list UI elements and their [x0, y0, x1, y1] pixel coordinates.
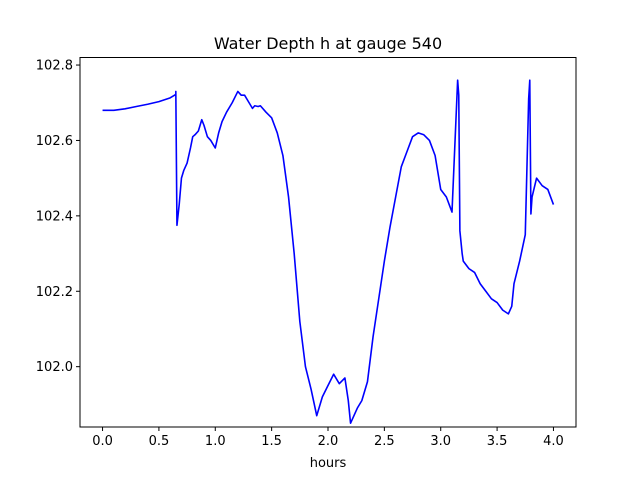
x-axis: 0.0 0.5 1.0 1.5 2.0 2.5 3.0 3.5 4.0 — [92, 427, 564, 449]
x-tick-label: 0.5 — [149, 434, 170, 449]
x-tick-label: 3.0 — [430, 434, 451, 449]
y-axis: 102.0 102.2 102.4 102.6 102.8 — [36, 59, 80, 375]
y-tick-label: 102.0 — [36, 360, 73, 375]
x-tick-label: 1.5 — [261, 434, 282, 449]
y-tick-label: 102.6 — [36, 134, 73, 149]
x-tick-label: 0.0 — [92, 434, 113, 449]
chart-title: Water Depth h at gauge 540 — [214, 34, 442, 53]
y-tick-label: 102.2 — [36, 285, 73, 300]
x-tick-label: 4.0 — [543, 434, 564, 449]
x-tick-label: 2.5 — [374, 434, 395, 449]
x-tick-label: 3.5 — [487, 434, 508, 449]
y-tick-label: 102.4 — [36, 209, 73, 224]
plot-area — [102, 79, 555, 425]
y-tick-label: 102.8 — [36, 59, 73, 74]
series-line-0 — [102, 79, 555, 425]
x-axis-label: hours — [310, 456, 347, 471]
x-tick-label: 1.0 — [205, 434, 226, 449]
x-tick-label: 2.0 — [318, 434, 339, 449]
